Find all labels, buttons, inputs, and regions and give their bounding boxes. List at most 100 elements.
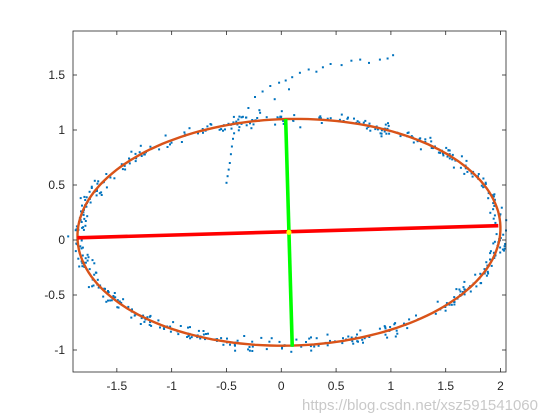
scatter-point [202,131,204,134]
scatter-point [84,199,87,201]
scatter-point [448,303,451,306]
scatter-point [240,116,243,119]
scatter-point [419,137,422,140]
scatter-point [480,184,483,187]
axis-ticks: -1.5 -1 -0.5 0 0.5 1 1.5 2 -1 -0.5 0 0.5 1 1.5 [44,31,506,393]
scatter-point [162,327,165,330]
scatter-point [197,132,199,135]
scatter-point [492,242,495,245]
scatter-point [150,324,153,327]
scatter-point [134,160,137,163]
scatter-point [74,250,77,253]
scatter-point [281,347,283,350]
scatter-point [128,157,130,160]
scatter-point [395,329,398,332]
scatter-point [82,228,85,231]
scatter-point [295,338,298,341]
scatter-point [475,285,478,288]
scatter-point [341,342,344,345]
scatter-point [491,194,494,197]
scatter-point [399,135,402,138]
scatter-point [121,168,124,171]
scatter-point [164,134,167,137]
scatter-point [90,187,93,189]
scatter-point [222,129,224,132]
scatter-point [389,326,392,328]
scatter-point [384,123,387,126]
scatter-point [95,194,98,197]
scatter-point [226,175,229,178]
scatter-point [251,340,254,343]
scatter-point [169,325,172,328]
scatter-point [107,291,110,294]
scatter-point [261,90,264,93]
scatter-point [177,333,180,336]
scatter-point [483,268,486,271]
scatter-point [502,233,505,236]
scatter-point [300,345,303,348]
scatter-point [436,300,439,303]
scatter-point [114,296,117,299]
scatter-point [84,220,87,222]
scatter-point [500,206,503,209]
scatter-point [430,140,433,143]
scatter-point [235,120,238,123]
scatter-point [489,252,492,255]
scatter-point [183,131,186,134]
scatter-point [258,109,261,112]
scatter-point [83,217,86,220]
scatter-point [329,339,331,342]
scatter-point [238,126,241,129]
scatter-point [105,186,108,189]
scatter-point [77,257,80,260]
scatter-point [67,235,70,238]
scatter-point [329,117,332,120]
scatter-point [494,221,497,224]
scatter-point [474,273,477,276]
x-tick-label: 1 [388,379,395,393]
scatter-point [190,336,193,339]
scatter-point [179,325,182,327]
scatter-point [157,319,160,322]
scatter-point [102,295,105,298]
scatter-point [493,240,496,243]
scatter-point [251,119,254,121]
scatter-point [384,333,387,336]
scatter-point [308,337,311,340]
scatter-point [380,132,383,135]
y-tick-label: 1 [58,123,65,137]
scatter-point [486,270,489,273]
scatter-point [169,330,172,333]
scatter-point [133,314,136,317]
scatter-point [432,147,434,150]
scatter-point [259,111,262,114]
scatter-point [149,314,152,317]
scatter-point [374,128,377,131]
scatter-point [359,329,362,332]
scatter-point [116,299,119,302]
scatter-point [282,122,285,125]
scatter-point [117,306,120,309]
scatter-point [319,115,322,118]
scatter-point [84,224,87,227]
scatter-point [362,121,365,124]
x-tick-label: 0 [278,379,285,393]
scatter-point [484,183,487,185]
scatter-point [380,135,383,138]
scatter-point [229,153,232,156]
scatter-point [482,177,485,180]
scatter-point [230,127,233,130]
scatter-point [394,335,397,338]
scatter-point [319,117,322,120]
scatter-point [248,346,251,348]
scatter-point [386,127,389,130]
scatter-point [484,181,487,184]
scatter-point [243,335,246,337]
scatter-point [451,158,454,161]
scatter-point [228,162,231,164]
scatter-point [95,190,98,192]
scatter-point [376,128,379,131]
scatter-point [205,333,207,335]
scatter-point [269,85,272,87]
scatter-point [166,146,169,148]
